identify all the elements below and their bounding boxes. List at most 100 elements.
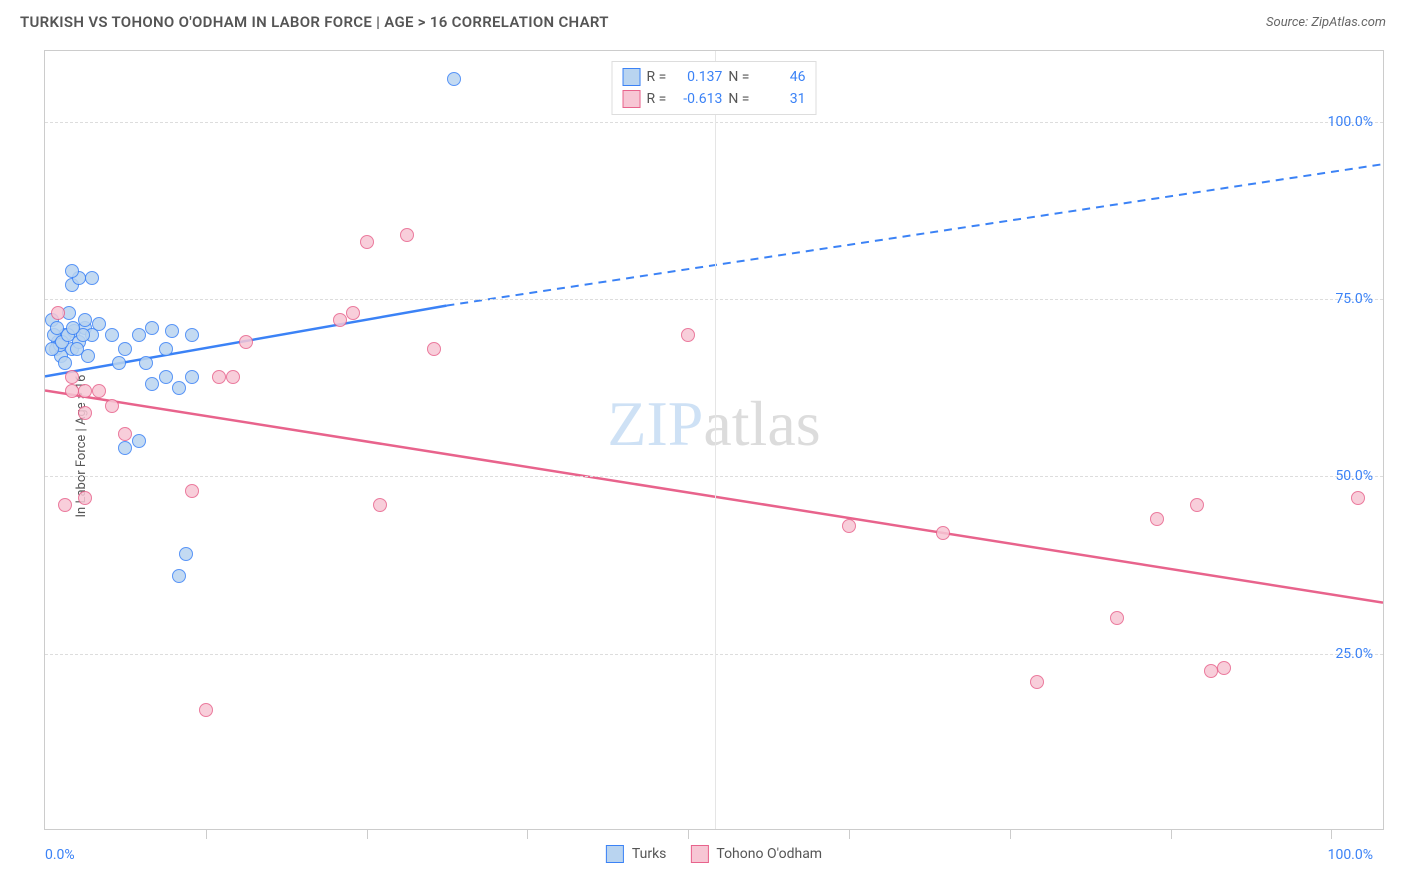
x-origin-label: 0.0% bbox=[45, 847, 75, 863]
data-point-turks bbox=[118, 441, 132, 455]
legend-stats-box: R = 0.137 N = 46 R = -0.613 N = 31 bbox=[612, 61, 817, 115]
legend-label-tohono: Tohono O'odham bbox=[716, 846, 822, 862]
n-value-turks: 46 bbox=[755, 69, 805, 85]
data-point-tohono bbox=[1204, 664, 1218, 678]
gridline-h bbox=[45, 299, 1383, 300]
y-tick-label: 50.0% bbox=[1335, 468, 1373, 484]
legend-swatch-turks bbox=[623, 68, 641, 86]
x-tick bbox=[1171, 829, 1172, 839]
data-point-tohono bbox=[346, 306, 360, 320]
data-point-tohono bbox=[333, 313, 347, 327]
n-value-tohono: 31 bbox=[755, 91, 805, 107]
data-point-tohono bbox=[936, 526, 950, 540]
data-point-turks bbox=[105, 328, 119, 342]
data-point-turks bbox=[447, 72, 461, 86]
data-point-tohono bbox=[105, 399, 119, 413]
data-point-tohono bbox=[58, 498, 72, 512]
data-point-tohono bbox=[199, 703, 213, 717]
data-point-tohono bbox=[1030, 675, 1044, 689]
x-tick bbox=[1331, 829, 1332, 839]
data-point-tohono bbox=[65, 384, 79, 398]
n-label: N = bbox=[728, 69, 749, 85]
data-point-tohono bbox=[1150, 512, 1164, 526]
data-point-tohono bbox=[1351, 491, 1365, 505]
data-point-turks bbox=[172, 569, 186, 583]
data-point-tohono bbox=[51, 306, 65, 320]
gridline-h bbox=[45, 654, 1383, 655]
correlation-chart-container: TURKISH VS TOHONO O'ODHAM IN LABOR FORCE… bbox=[0, 0, 1406, 892]
chart-title: TURKISH VS TOHONO O'ODHAM IN LABOR FORCE… bbox=[20, 13, 609, 31]
data-point-turks bbox=[85, 271, 99, 285]
data-point-tohono bbox=[1110, 611, 1124, 625]
data-point-tohono bbox=[212, 370, 226, 384]
x-max-label: 100.0% bbox=[1328, 847, 1373, 863]
watermark-atlas: atlas bbox=[703, 388, 820, 459]
data-point-turks bbox=[92, 317, 106, 331]
data-point-turks bbox=[58, 356, 72, 370]
legend-swatch-turks bbox=[606, 845, 624, 863]
gridline-v bbox=[715, 51, 716, 829]
data-point-tohono bbox=[78, 384, 92, 398]
data-point-turks bbox=[145, 377, 159, 391]
legend-item-turks: Turks bbox=[606, 845, 667, 863]
y-tick-label: 100.0% bbox=[1328, 114, 1373, 130]
data-point-tohono bbox=[118, 427, 132, 441]
data-point-turks bbox=[112, 356, 126, 370]
data-point-tohono bbox=[65, 370, 79, 384]
data-point-tohono bbox=[842, 519, 856, 533]
data-point-turks bbox=[185, 370, 199, 384]
x-tick bbox=[688, 829, 689, 839]
data-point-turks bbox=[66, 321, 80, 335]
x-tick bbox=[367, 829, 368, 839]
data-point-tohono bbox=[185, 484, 199, 498]
data-point-tohono bbox=[78, 491, 92, 505]
data-point-tohono bbox=[239, 335, 253, 349]
legend-bottom: Turks Tohono O'odham bbox=[606, 845, 822, 863]
chart-plot-area: ZIPatlas 25.0% 50.0% 75.0% 100.0% R = 0.137… bbox=[44, 50, 1384, 830]
data-point-tohono bbox=[1217, 661, 1231, 675]
source-label: Source: ZipAtlas.com bbox=[1266, 15, 1386, 30]
n-label: N = bbox=[728, 91, 749, 107]
header: TURKISH VS TOHONO O'ODHAM IN LABOR FORCE… bbox=[0, 0, 1406, 44]
x-tick bbox=[1010, 829, 1011, 839]
legend-swatch-tohono bbox=[690, 845, 708, 863]
data-point-turks bbox=[185, 328, 199, 342]
watermark-zip: ZIP bbox=[607, 388, 703, 459]
watermark: ZIPatlas bbox=[607, 387, 820, 461]
gridline-h bbox=[45, 122, 1383, 123]
y-tick-label: 25.0% bbox=[1335, 646, 1373, 662]
data-point-turks bbox=[70, 342, 84, 356]
data-point-tohono bbox=[226, 370, 240, 384]
x-tick bbox=[206, 829, 207, 839]
legend-label-turks: Turks bbox=[632, 846, 667, 862]
legend-stats-row-2: R = -0.613 N = 31 bbox=[623, 88, 806, 110]
data-point-tohono bbox=[360, 235, 374, 249]
x-tick bbox=[527, 829, 528, 839]
r-label: R = bbox=[647, 69, 667, 85]
data-point-turks bbox=[132, 328, 146, 342]
data-point-turks bbox=[145, 321, 159, 335]
data-point-turks bbox=[172, 381, 186, 395]
data-point-tohono bbox=[427, 342, 441, 356]
data-point-tohono bbox=[681, 328, 695, 342]
data-point-turks bbox=[139, 356, 153, 370]
r-value-tohono: -0.613 bbox=[672, 91, 722, 107]
data-point-turks bbox=[165, 324, 179, 338]
r-label: R = bbox=[647, 91, 667, 107]
legend-stats-row-1: R = 0.137 N = 46 bbox=[623, 66, 806, 88]
data-point-turks bbox=[132, 434, 146, 448]
data-point-tohono bbox=[1190, 498, 1204, 512]
trend-lines-svg bbox=[45, 51, 1383, 829]
data-point-turks bbox=[65, 264, 79, 278]
data-point-tohono bbox=[78, 406, 92, 420]
data-point-turks bbox=[118, 342, 132, 356]
data-point-turks bbox=[159, 342, 173, 356]
data-point-turks bbox=[159, 370, 173, 384]
r-value-turks: 0.137 bbox=[672, 69, 722, 85]
data-point-turks bbox=[179, 547, 193, 561]
legend-item-tohono: Tohono O'odham bbox=[690, 845, 822, 863]
data-point-tohono bbox=[92, 384, 106, 398]
x-tick bbox=[849, 829, 850, 839]
data-point-tohono bbox=[373, 498, 387, 512]
y-tick-label: 75.0% bbox=[1335, 291, 1373, 307]
